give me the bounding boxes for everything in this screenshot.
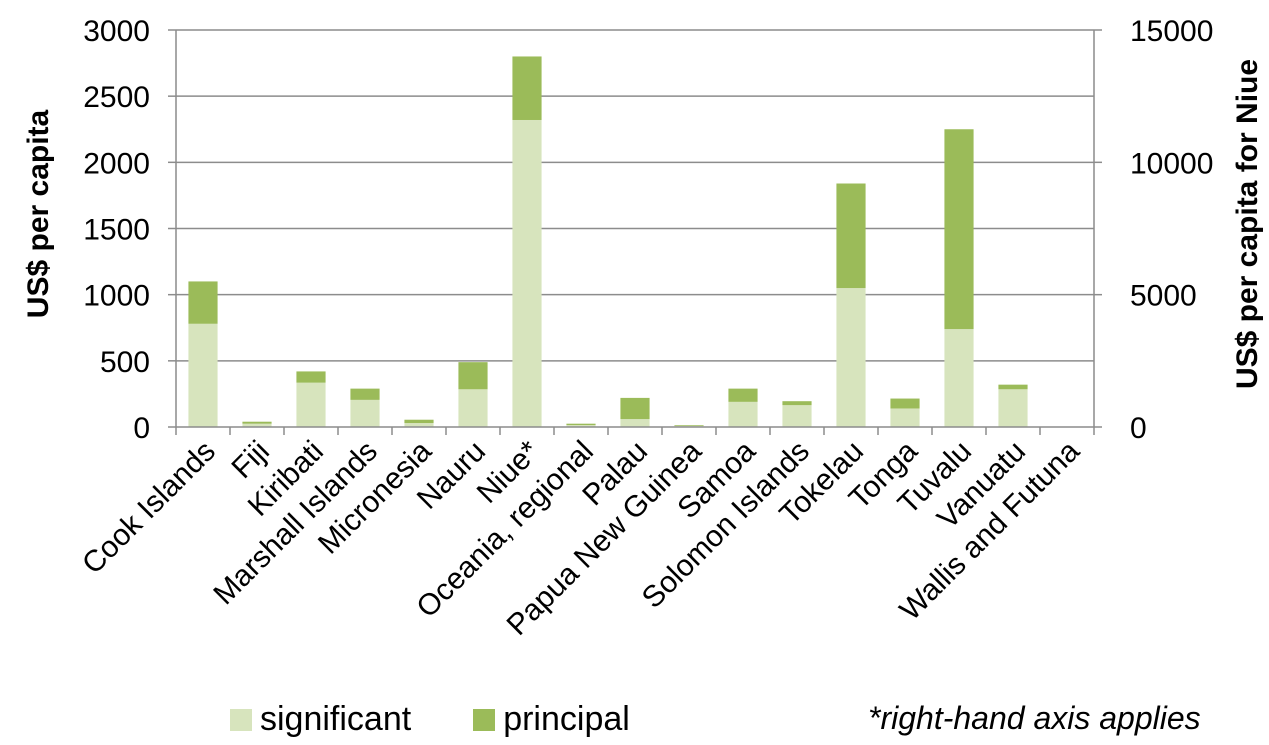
bar-principal	[998, 385, 1027, 390]
bar-principal	[296, 371, 325, 382]
legend-swatch-significant	[230, 709, 252, 731]
bar-principal	[944, 129, 973, 329]
legend-label-significant: significant	[260, 700, 411, 739]
bar-principal	[188, 281, 217, 323]
bar-significant	[296, 383, 325, 427]
bar-principal	[836, 184, 865, 289]
bar-significant	[998, 389, 1027, 427]
bar-principal	[620, 398, 649, 419]
bar-principal	[674, 425, 703, 426]
legend-swatch-principal	[473, 709, 495, 731]
legend-item-significant: significant	[230, 700, 411, 739]
left-tick-label: 1000	[83, 280, 150, 313]
bar-principal	[782, 401, 811, 405]
right-tick-label: 0	[1130, 412, 1147, 445]
bar-significant	[944, 329, 973, 427]
bar-principal	[242, 422, 271, 424]
left-tick-label: 2500	[83, 81, 150, 114]
bar-significant	[728, 402, 757, 427]
bar-principal	[890, 399, 919, 409]
legend-label-principal: principal	[503, 700, 630, 739]
bar-significant	[458, 389, 487, 427]
bar-significant	[890, 408, 919, 427]
right-tick-label: 5000	[1130, 280, 1197, 313]
bar-significant	[350, 400, 379, 427]
legend: significant principal	[230, 700, 692, 739]
bar-significant	[188, 324, 217, 427]
left-axis-ticks: 0 500 1000 1500 2000 2500 3000	[83, 15, 176, 445]
bar-principal	[512, 56, 541, 120]
bar-principal	[458, 362, 487, 389]
footnote: *right-hand axis applies	[868, 700, 1201, 737]
left-tick-label: 0	[133, 412, 150, 445]
y-axis-label: US$ per capita	[22, 109, 55, 318]
bars	[188, 56, 1027, 427]
bar-principal	[566, 424, 595, 425]
bar-principal	[404, 420, 433, 423]
x-tick-label: Cook Islands	[76, 435, 222, 581]
left-tick-label: 1500	[83, 214, 150, 247]
y2-axis-label: US$ per capita for Niue	[1231, 59, 1264, 389]
bar-significant	[836, 288, 865, 427]
bar-significant	[782, 405, 811, 427]
bar-significant	[512, 120, 541, 427]
bar-principal	[728, 389, 757, 402]
left-tick-label: 500	[100, 346, 150, 379]
left-tick-label: 3000	[83, 15, 150, 48]
right-tick-label: 15000	[1130, 15, 1213, 48]
right-tick-label: 10000	[1130, 147, 1213, 180]
bar-principal	[350, 389, 379, 400]
left-tick-label: 2000	[83, 147, 150, 180]
bar-significant	[620, 419, 649, 427]
legend-item-principal: principal	[473, 700, 630, 739]
right-axis-ticks: 0 5000 10000 15000	[1094, 15, 1213, 445]
